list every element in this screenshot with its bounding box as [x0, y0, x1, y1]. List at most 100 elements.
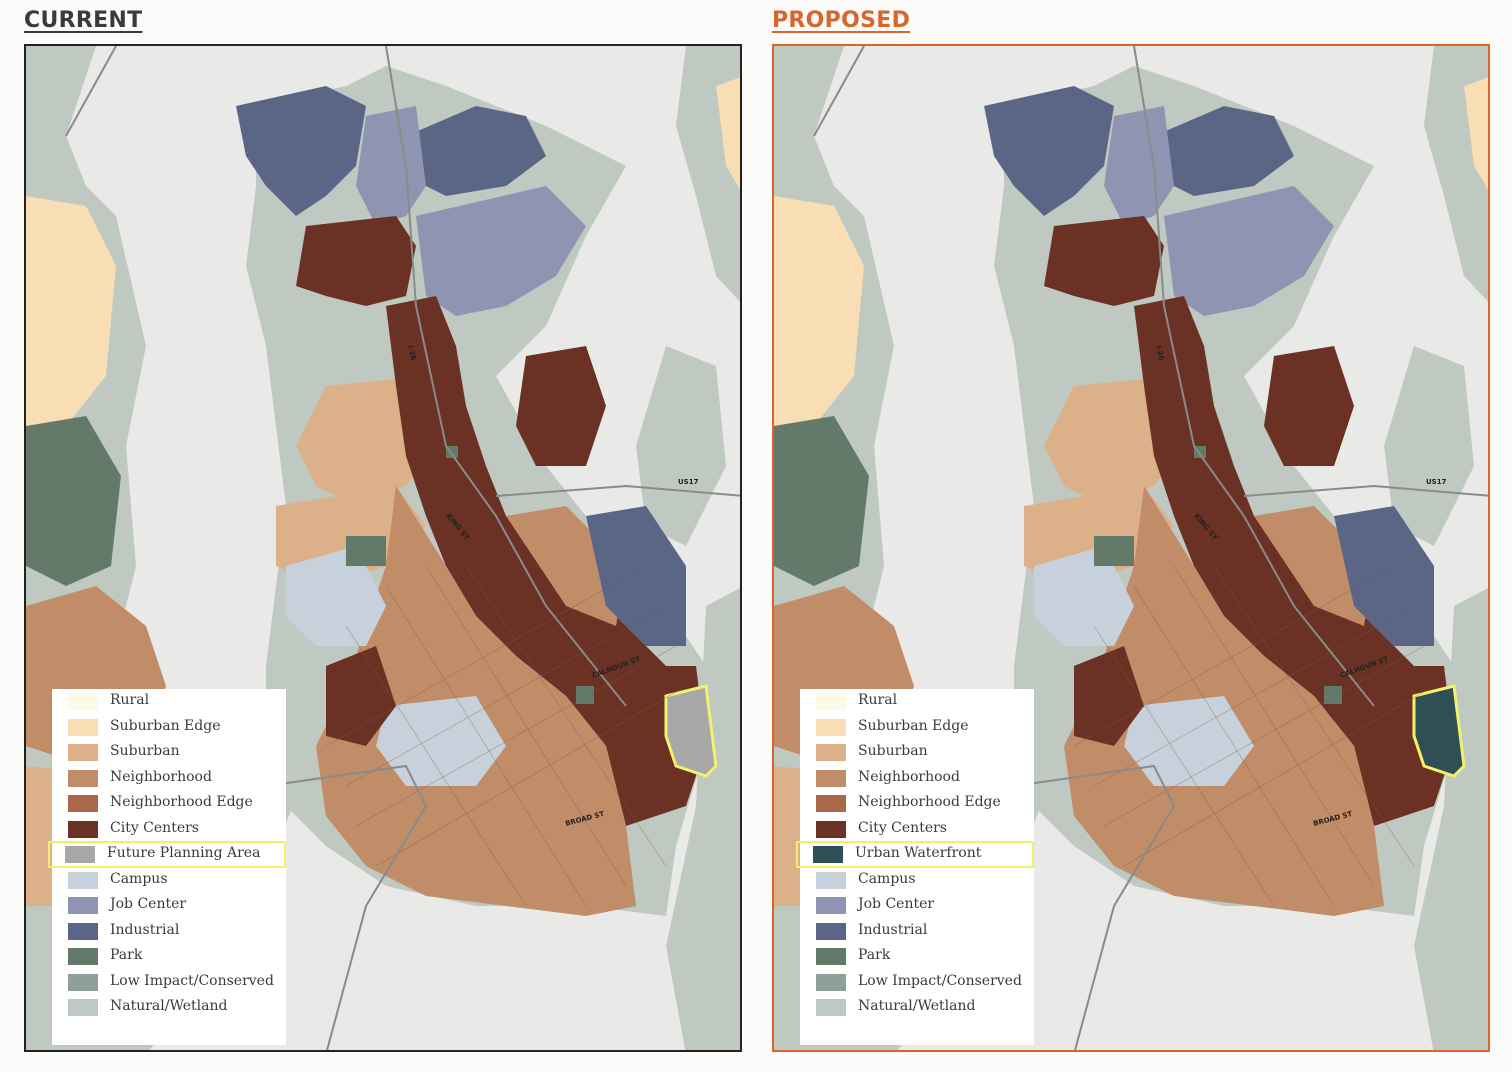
legend-swatch — [813, 846, 843, 863]
east-industrial — [586, 506, 686, 646]
current-legend: Rural Suburban Edge Suburban Neighborhoo… — [48, 689, 286, 1045]
legend-item-low-impact: Low Impact/Conserved — [52, 970, 286, 995]
legend-item-industrial: Industrial — [800, 919, 1034, 944]
east-industrial — [1334, 506, 1434, 646]
legend-item-city-centers: City Centers — [52, 817, 286, 842]
legend-swatch — [816, 820, 846, 838]
legend-item-rural: Rural — [52, 689, 286, 714]
east-island — [636, 346, 726, 546]
legend-swatch — [68, 744, 98, 761]
east-marsh — [666, 588, 740, 1050]
current-map-panel[interactable]: I-26 KING ST CALHOUN ST BROAD ST US17 Ru… — [24, 44, 742, 1052]
campus-west — [1034, 546, 1134, 646]
west-city-center — [1074, 646, 1144, 746]
park-1 — [1094, 536, 1134, 566]
east-marsh — [1414, 588, 1488, 1050]
west-suburban-edge — [26, 196, 116, 436]
street-grid — [1073, 565, 1435, 907]
legend-item-neighborhood-edge: Neighborhood Edge — [52, 791, 286, 816]
i26-label: I-26 — [1154, 344, 1166, 361]
proposed-legend: Rural Suburban Edge Suburban Neighborhoo… — [796, 689, 1034, 1045]
legend-swatch — [816, 744, 846, 761]
legend-swatch — [816, 795, 846, 812]
legend-swatch — [68, 973, 98, 991]
i26-label: I-26 — [406, 344, 418, 361]
legend-swatch — [68, 795, 98, 812]
legend-item-campus: Campus — [52, 868, 286, 893]
legend-swatch — [68, 922, 98, 940]
legend-item-campus: Campus — [800, 868, 1034, 893]
legend-swatch — [816, 897, 846, 914]
street-grid — [325, 565, 687, 907]
legend-item-job-center: Job Center — [52, 893, 286, 918]
legend-item-suburban-edge: Suburban Edge — [800, 715, 1034, 740]
legend-swatch — [68, 769, 98, 787]
legend-swatch — [816, 693, 846, 710]
legend-swatch — [68, 820, 98, 838]
proposed-map-panel[interactable]: I-26 KING ST CALHOUN ST BROAD ST US17 Ru… — [772, 44, 1490, 1052]
campus-central — [1124, 696, 1254, 786]
central-job-center — [416, 186, 586, 316]
legend-swatch — [68, 897, 98, 914]
legend-swatch — [68, 718, 98, 736]
north-industrial — [236, 86, 366, 216]
legend-item-park: Park — [800, 944, 1034, 969]
legend-item-suburban: Suburban — [52, 740, 286, 765]
urban-waterfront-area — [1412, 684, 1466, 778]
legend-swatch — [68, 871, 98, 889]
north-city-center — [296, 216, 416, 306]
legend-item-natural-wetland: Natural/Wetland — [52, 995, 286, 1020]
park-1 — [346, 536, 386, 566]
legend-swatch — [65, 846, 95, 863]
north-industrial-east — [1154, 106, 1294, 196]
base-map-layers — [26, 46, 740, 1050]
legend-swatch — [816, 769, 846, 787]
legend-item-rural: Rural — [800, 689, 1034, 714]
legend-swatch — [816, 999, 846, 1016]
legend-swatch — [68, 693, 98, 710]
current-land-use-map[interactable]: I-26 KING ST CALHOUN ST BROAD ST US17 — [26, 46, 742, 1052]
legend-item-city-centers: City Centers — [800, 817, 1034, 842]
northeast-city-center — [1264, 346, 1354, 466]
legend-item-suburban: Suburban — [800, 740, 1034, 765]
legend-swatch — [816, 922, 846, 940]
legend-swatch — [68, 948, 98, 965]
legend-swatch — [816, 718, 846, 736]
legend-swatch — [816, 871, 846, 889]
north-industrial — [984, 86, 1114, 216]
west-park — [26, 416, 121, 586]
west-park — [774, 416, 869, 586]
legend-item-neighborhood: Neighborhood — [52, 766, 286, 791]
us17-label: US17 — [678, 478, 699, 486]
us17-label: US17 — [1426, 478, 1447, 486]
west-suburban-edge — [774, 196, 864, 436]
legend-item-job-center: Job Center — [800, 893, 1034, 918]
campus-central — [376, 696, 506, 786]
legend-swatch — [816, 948, 846, 965]
north-city-center — [1044, 216, 1164, 306]
legend-swatch — [816, 973, 846, 991]
legend-item-natural-wetland: Natural/Wetland — [800, 995, 1034, 1020]
west-city-center — [326, 646, 396, 746]
east-island — [1384, 346, 1474, 546]
campus-west — [286, 546, 386, 646]
legend-item-neighborhood: Neighborhood — [800, 766, 1034, 791]
legend-item-neighborhood-edge: Neighborhood Edge — [800, 791, 1034, 816]
legend-item-suburban-edge: Suburban Edge — [52, 715, 286, 740]
legend-item-industrial: Industrial — [52, 919, 286, 944]
legend-item-low-impact: Low Impact/Conserved — [800, 970, 1034, 995]
park-2 — [1324, 686, 1342, 704]
legend-item-future-planning-area: Future Planning Area — [48, 841, 286, 868]
proposed-map-title: PROPOSED — [772, 8, 911, 33]
east-suburban-edge — [1464, 77, 1488, 190]
legend-item-urban-waterfront: Urban Waterfront — [796, 841, 1034, 868]
highways — [813, 46, 1488, 1050]
waterfront-planning-area — [664, 684, 718, 778]
highways — [65, 46, 740, 1050]
northeast-city-center — [516, 346, 606, 466]
current-map-title: CURRENT — [24, 8, 143, 33]
legend-item-park: Park — [52, 944, 286, 969]
central-job-center — [1164, 186, 1334, 316]
north-industrial-east — [406, 106, 546, 196]
legend-swatch — [68, 999, 98, 1016]
